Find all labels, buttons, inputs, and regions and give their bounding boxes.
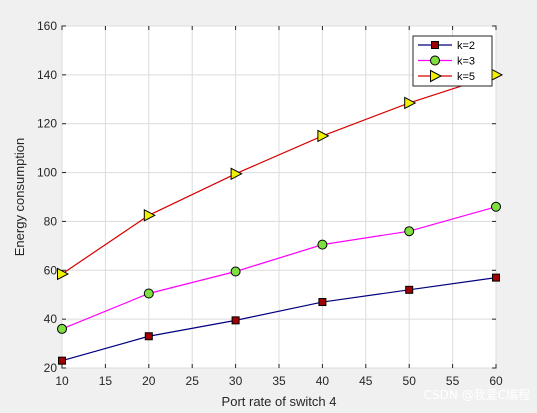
y-tick-label: 160 bbox=[37, 19, 57, 33]
data-point-k=3 bbox=[491, 201, 501, 212]
x-tick-label: 30 bbox=[229, 374, 243, 388]
series-line-k=5 bbox=[61, 74, 497, 275]
data-point-k=5 bbox=[491, 68, 504, 82]
watermark: CSDN @我爱C编程 bbox=[424, 387, 530, 402]
data-point-k=2 bbox=[144, 332, 153, 341]
y-tick-label: 80 bbox=[44, 214, 58, 228]
series-line-k=3 bbox=[61, 206, 497, 330]
y-tick-label: 100 bbox=[37, 166, 57, 180]
x-tick-label: 15 bbox=[99, 374, 113, 388]
data-point-k=2 bbox=[231, 316, 240, 325]
y-axis-label: Energy consumption bbox=[12, 138, 27, 257]
series-markers bbox=[57, 68, 504, 365]
y-tick-label: 140 bbox=[37, 68, 57, 82]
x-axis-label: Port rate of switch 4 bbox=[222, 394, 337, 409]
x-tick-label: 45 bbox=[359, 374, 373, 388]
legend-label: k=5 bbox=[457, 71, 475, 83]
data-point-k=3 bbox=[57, 323, 67, 334]
data-point-k=3 bbox=[143, 288, 154, 299]
x-tick-label: 10 bbox=[55, 374, 69, 388]
data-point-k=5 bbox=[230, 167, 243, 181]
y-tick-label: 20 bbox=[44, 361, 58, 375]
series-lines bbox=[61, 74, 497, 362]
legend-marker-k=3 bbox=[430, 55, 440, 66]
legend-marker-k=5 bbox=[430, 69, 443, 83]
data-point-k=5 bbox=[57, 267, 70, 281]
data-point-k=2 bbox=[492, 273, 500, 282]
data-point-k=5 bbox=[143, 208, 156, 222]
legend-label: k=3 bbox=[457, 56, 475, 68]
series-line-k=2 bbox=[61, 277, 497, 362]
x-tick-label: 55 bbox=[446, 374, 460, 388]
y-tick-label: 120 bbox=[37, 117, 57, 131]
legend-marker-k=2 bbox=[431, 41, 439, 49]
legend-label: k=2 bbox=[457, 40, 475, 52]
y-tick-label: 60 bbox=[44, 263, 58, 277]
data-point-k=3 bbox=[317, 239, 328, 250]
x-tick-label: 60 bbox=[489, 374, 503, 388]
data-point-k=2 bbox=[318, 298, 327, 307]
y-axis-ticks: 20 40 60 80 100 120 140 160 bbox=[37, 19, 496, 375]
x-tick-label: 20 bbox=[142, 374, 156, 388]
x-axis-ticks: 10 15 20 25 30 35 40 45 50 55 60 bbox=[55, 26, 503, 388]
data-point-k=3 bbox=[230, 266, 241, 277]
data-point-k=2 bbox=[58, 356, 66, 365]
data-point-k=2 bbox=[405, 285, 414, 294]
x-tick-label: 25 bbox=[186, 374, 200, 388]
x-tick-label: 40 bbox=[316, 374, 330, 388]
y-tick-label: 40 bbox=[44, 312, 58, 326]
data-point-k=3 bbox=[404, 226, 415, 237]
data-point-k=5 bbox=[317, 129, 330, 143]
x-tick-label: 50 bbox=[403, 374, 417, 388]
legend: k=2 k=3 k=5 bbox=[412, 35, 493, 87]
data-point-k=5 bbox=[404, 96, 417, 110]
x-tick-label: 35 bbox=[272, 374, 286, 388]
